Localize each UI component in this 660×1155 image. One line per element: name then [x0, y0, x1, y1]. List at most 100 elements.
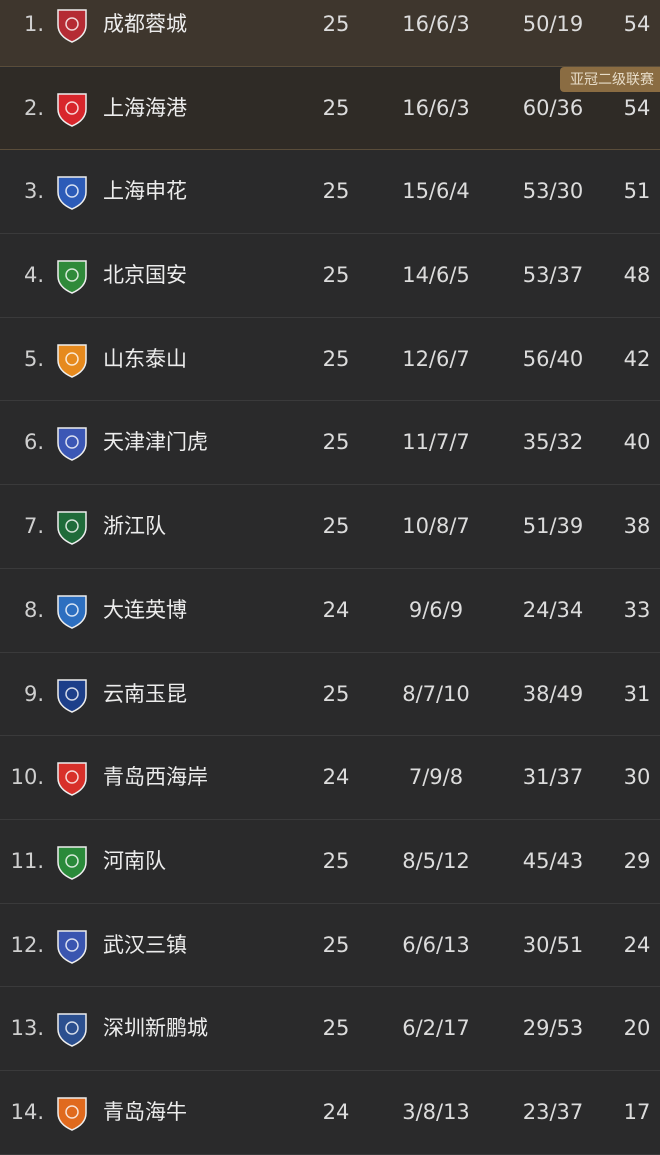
- win-draw-loss: 6/6/13: [402, 932, 470, 957]
- rank: 4.: [23, 263, 44, 288]
- table-row[interactable]: 11. 河南队 25 8/5/12 45/43 29: [0, 820, 660, 904]
- team-name[interactable]: 北京国安: [103, 263, 187, 288]
- points: 24: [623, 932, 651, 957]
- points: 54: [623, 12, 651, 36]
- win-draw-loss: 12/6/7: [402, 346, 470, 371]
- win-draw-loss: 16/6/3: [402, 95, 470, 120]
- win-draw-loss: 7/9/8: [408, 765, 464, 790]
- win-draw-loss: 14/6/5: [402, 263, 470, 288]
- points: 48: [623, 263, 651, 288]
- table-row[interactable]: 4. 北京国安 25 14/6/5 53/37 48: [0, 234, 660, 318]
- rank: 13.: [10, 1016, 44, 1041]
- points: 40: [623, 430, 651, 455]
- matches-played: 25: [322, 848, 350, 873]
- rank: 10.: [10, 765, 44, 790]
- matches-played: 24: [322, 765, 350, 790]
- dalian-yingbo-crest-icon: [57, 595, 87, 629]
- team-name[interactable]: 成都蓉城: [103, 12, 187, 36]
- qingdao-west-coast-crest-icon: [57, 762, 87, 797]
- matches-played: 25: [322, 263, 350, 288]
- goals-for-against: 60/36: [522, 95, 584, 120]
- team-name[interactable]: 大连英博: [103, 597, 187, 622]
- goals-for-against: 50/19: [522, 12, 584, 36]
- team-name[interactable]: 天津津门虎: [103, 430, 208, 455]
- rank: 3.: [23, 179, 44, 204]
- team-name[interactable]: 上海申花: [103, 179, 187, 204]
- team-name[interactable]: 云南玉昆: [103, 681, 187, 706]
- table-row[interactable]: 13. 深圳新鹏城 25 6/2/17 29/53 20: [0, 987, 660, 1071]
- points: 54: [623, 95, 651, 120]
- win-draw-loss: 15/6/4: [402, 179, 470, 204]
- team-name[interactable]: 武汉三镇: [103, 932, 187, 957]
- matches-played: 24: [322, 1099, 350, 1124]
- matches-played: 25: [322, 681, 350, 706]
- rank: 8.: [23, 597, 44, 622]
- matches-played: 25: [322, 12, 350, 36]
- table-row[interactable]: 10. 青岛西海岸 24 7/9/8 31/37 30: [0, 736, 660, 820]
- chengdu-rongcheng-crest-icon: [57, 9, 87, 43]
- table-row[interactable]: 7. 浙江队 25 10/8/7 51/39 38: [0, 485, 660, 569]
- team-name[interactable]: 深圳新鹏城: [103, 1016, 208, 1041]
- table-row[interactable]: 14. 青岛海牛 24 3/8/13 23/37 17: [0, 1071, 660, 1155]
- table-row[interactable]: 9. 云南玉昆 25 8/7/10 38/49 31: [0, 653, 660, 737]
- shanghai-port-crest-icon: [57, 92, 87, 127]
- qingdao-hainiu-crest-icon: [57, 1097, 87, 1131]
- goals-for-against: 31/37: [522, 765, 584, 790]
- wuhan-three-towns-crest-icon: [57, 929, 87, 964]
- qualification-badge: 亚冠二级联赛: [560, 66, 660, 92]
- shandong-taishan-crest-icon: [57, 344, 87, 378]
- points: 20: [623, 1016, 651, 1041]
- team-name[interactable]: 浙江队: [103, 514, 166, 539]
- shenzhen-peng-city-crest-icon: [57, 1013, 87, 1048]
- team-name[interactable]: 青岛海牛: [103, 1099, 187, 1124]
- win-draw-loss: 6/2/17: [402, 1016, 470, 1041]
- team-name[interactable]: 山东泰山: [103, 346, 187, 371]
- goals-for-against: 35/32: [522, 430, 584, 455]
- matches-played: 25: [322, 95, 350, 120]
- table-row[interactable]: 5. 山东泰山 25 12/6/7 56/40 42: [0, 318, 660, 402]
- table-row[interactable]: 2. 上海海港 25 16/6/3 60/36 54 亚冠二级联赛: [0, 66, 660, 151]
- team-name[interactable]: 青岛西海岸: [103, 765, 208, 790]
- points: 38: [623, 514, 651, 539]
- tianjin-jinmen-tiger-crest-icon: [57, 427, 87, 462]
- goals-for-against: 53/30: [522, 179, 584, 204]
- points: 31: [623, 681, 651, 706]
- rank: 14.: [10, 1099, 44, 1124]
- henan-crest-icon: [57, 846, 87, 880]
- matches-played: 25: [322, 346, 350, 371]
- matches-played: 24: [322, 597, 350, 622]
- yunnan-yukun-crest-icon: [57, 678, 87, 713]
- win-draw-loss: 9/6/9: [408, 597, 464, 622]
- win-draw-loss: 16/6/3: [402, 12, 470, 36]
- goals-for-against: 38/49: [522, 681, 584, 706]
- zhejiang-crest-icon: [57, 511, 87, 545]
- matches-played: 25: [322, 430, 350, 455]
- win-draw-loss: 8/7/10: [402, 681, 470, 706]
- table-row[interactable]: 6. 天津津门虎 25 11/7/7 35/32 40: [0, 401, 660, 486]
- table-row[interactable]: 8. 大连英博 24 9/6/9 24/34 33: [0, 569, 660, 653]
- matches-played: 25: [322, 514, 350, 539]
- team-name[interactable]: 河南队: [103, 848, 166, 873]
- goals-for-against: 45/43: [522, 848, 584, 873]
- matches-played: 25: [322, 1016, 350, 1041]
- win-draw-loss: 10/8/7: [402, 514, 470, 539]
- table-row[interactable]: 3. 上海申花 25 15/6/4 53/30 51: [0, 150, 660, 235]
- goals-for-against: 30/51: [522, 932, 584, 957]
- team-name[interactable]: 上海海港: [103, 95, 187, 120]
- points: 51: [623, 179, 651, 204]
- win-draw-loss: 11/7/7: [402, 430, 470, 455]
- win-draw-loss: 3/8/13: [402, 1099, 470, 1124]
- win-draw-loss: 8/5/12: [402, 848, 470, 873]
- points: 17: [623, 1099, 651, 1124]
- beijing-guoan-crest-icon: [57, 260, 87, 294]
- rank: 2.: [23, 95, 44, 120]
- goals-for-against: 23/37: [522, 1099, 584, 1124]
- points: 29: [623, 848, 651, 873]
- rank: 7.: [23, 514, 44, 539]
- points: 33: [623, 597, 651, 622]
- points: 42: [623, 346, 651, 371]
- goals-for-against: 56/40: [522, 346, 584, 371]
- table-row[interactable]: 12. 武汉三镇 25 6/6/13 30/51 24: [0, 904, 660, 988]
